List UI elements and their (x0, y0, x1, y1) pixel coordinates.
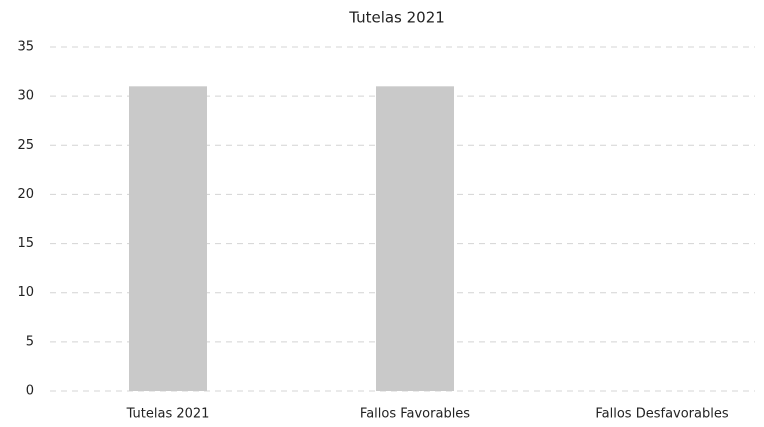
bar (376, 86, 454, 392)
y-tick-label: 10 (17, 285, 34, 300)
bar (129, 86, 207, 392)
y-tick-label: 35 (17, 40, 34, 55)
chart-title: Tutelas 2021 (348, 9, 445, 27)
y-tick-label: 15 (17, 236, 34, 251)
y-tick-label: 0 (26, 384, 34, 399)
x-tick-label: Fallos Favorables (360, 407, 470, 422)
y-tick-label: 5 (26, 334, 34, 349)
y-tick-label: 25 (17, 138, 34, 153)
y-tick-label: 20 (17, 187, 34, 202)
x-tick-label: Tutelas 2021 (126, 407, 210, 422)
y-tick-label: 30 (17, 89, 34, 104)
x-tick-label: Fallos Desfavorables (595, 407, 728, 422)
